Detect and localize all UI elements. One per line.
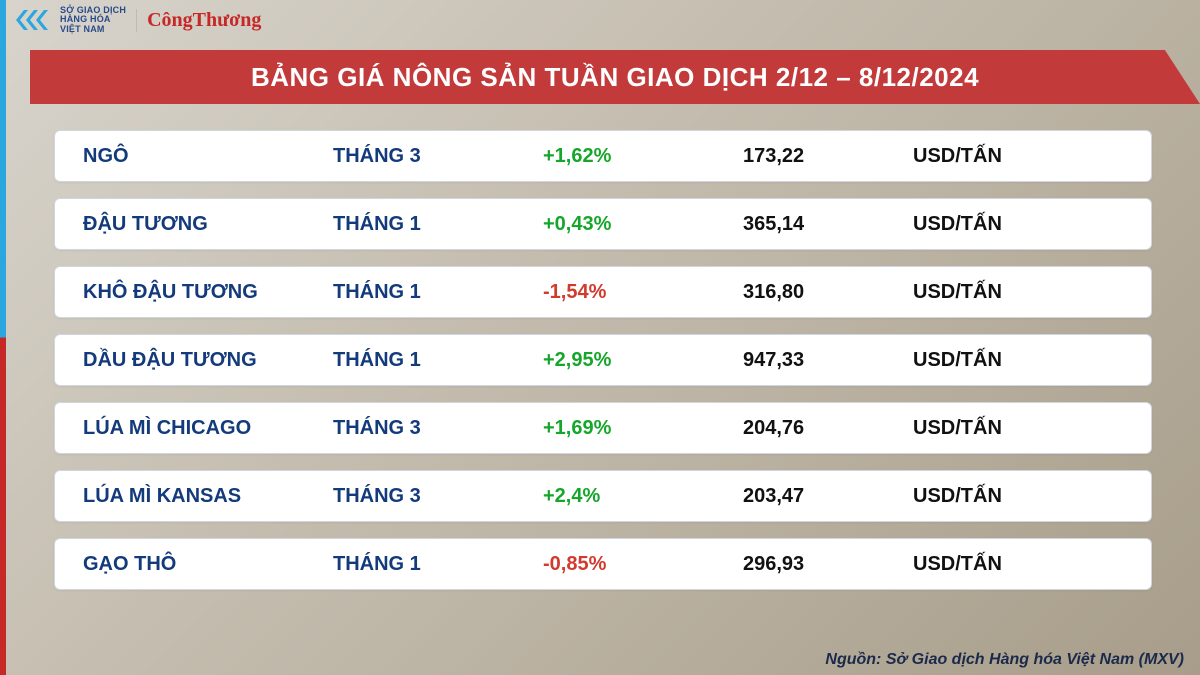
- table-row: NGÔTHÁNG 3+1,62%173,22USD/TẤN: [54, 130, 1152, 182]
- commodity-name: DẦU ĐẬU TƯƠNG: [83, 349, 333, 372]
- mxv-logo-text: SỞ GIAO DỊCH HÀNG HÓA VIỆT NAM: [60, 6, 126, 34]
- commodity-name: KHÔ ĐẬU TƯƠNG: [83, 281, 333, 304]
- table-row: DẦU ĐẬU TƯƠNGTHÁNG 1+2,95%947,33USD/TẤN: [54, 334, 1152, 386]
- mxv-logo: SỞ GIAO DỊCH HÀNG HÓA VIỆT NAM: [16, 6, 126, 34]
- unit: USD/TẤN: [913, 553, 1123, 576]
- page-title: BẢNG GIÁ NÔNG SẢN TUẦN GIAO DỊCH 2/12 – …: [251, 62, 979, 93]
- contract-month: THÁNG 1: [333, 553, 543, 576]
- unit: USD/TẤN: [913, 145, 1123, 168]
- price-table: NGÔTHÁNG 3+1,62%173,22USD/TẤNĐẬU TƯƠNGTH…: [54, 130, 1152, 606]
- pct-change: +0,43%: [543, 213, 743, 236]
- price: 316,80: [743, 281, 913, 304]
- table-row: LÚA MÌ KANSASTHÁNG 3+2,4%203,47USD/TẤN: [54, 470, 1152, 522]
- price: 365,14: [743, 213, 913, 236]
- contract-month: THÁNG 1: [333, 281, 543, 304]
- price: 173,22: [743, 145, 913, 168]
- price: 947,33: [743, 349, 913, 372]
- pct-change: +2,95%: [543, 349, 743, 372]
- contract-month: THÁNG 3: [333, 485, 543, 508]
- unit: USD/TẤN: [913, 485, 1123, 508]
- table-row: GẠO THÔTHÁNG 1-0,85%296,93USD/TẤN: [54, 538, 1152, 590]
- table-row: LÚA MÌ CHICAGOTHÁNG 3+1,69%204,76USD/TẤN: [54, 402, 1152, 454]
- commodity-name: NGÔ: [83, 145, 333, 168]
- commodity-name: ĐẬU TƯƠNG: [83, 213, 333, 236]
- pct-change: +1,69%: [543, 417, 743, 440]
- pct-change: -0,85%: [543, 553, 743, 576]
- unit: USD/TẤN: [913, 213, 1123, 236]
- price: 296,93: [743, 553, 913, 576]
- unit: USD/TẤN: [913, 349, 1123, 372]
- header: SỞ GIAO DỊCH HÀNG HÓA VIỆT NAM CôngThươn…: [16, 6, 261, 34]
- price-table-slide: SỞ GIAO DỊCH HÀNG HÓA VIỆT NAM CôngThươn…: [0, 0, 1200, 675]
- mxv-line3: VIỆT NAM: [60, 25, 126, 34]
- contract-month: THÁNG 1: [333, 349, 543, 372]
- congthuong-logo: CôngThương: [136, 9, 261, 32]
- pct-change: -1,54%: [543, 281, 743, 304]
- contract-month: THÁNG 3: [333, 145, 543, 168]
- pct-change: +2,4%: [543, 485, 743, 508]
- commodity-name: LÚA MÌ KANSAS: [83, 485, 333, 508]
- table-row: ĐẬU TƯƠNGTHÁNG 1+0,43%365,14USD/TẤN: [54, 198, 1152, 250]
- contract-month: THÁNG 1: [333, 213, 543, 236]
- title-banner: BẢNG GIÁ NÔNG SẢN TUẦN GIAO DỊCH 2/12 – …: [30, 50, 1200, 104]
- commodity-name: GẠO THÔ: [83, 553, 333, 576]
- contract-month: THÁNG 3: [333, 417, 543, 440]
- unit: USD/TẤN: [913, 417, 1123, 440]
- chevrons-icon: [16, 7, 54, 33]
- pct-change: +1,62%: [543, 145, 743, 168]
- table-row: KHÔ ĐẬU TƯƠNGTHÁNG 1-1,54%316,80USD/TẤN: [54, 266, 1152, 318]
- price: 204,76: [743, 417, 913, 440]
- unit: USD/TẤN: [913, 281, 1123, 304]
- source-attribution: Nguồn: Sở Giao dịch Hàng hóa Việt Nam (M…: [825, 651, 1184, 669]
- price: 203,47: [743, 485, 913, 508]
- commodity-name: LÚA MÌ CHICAGO: [83, 417, 333, 440]
